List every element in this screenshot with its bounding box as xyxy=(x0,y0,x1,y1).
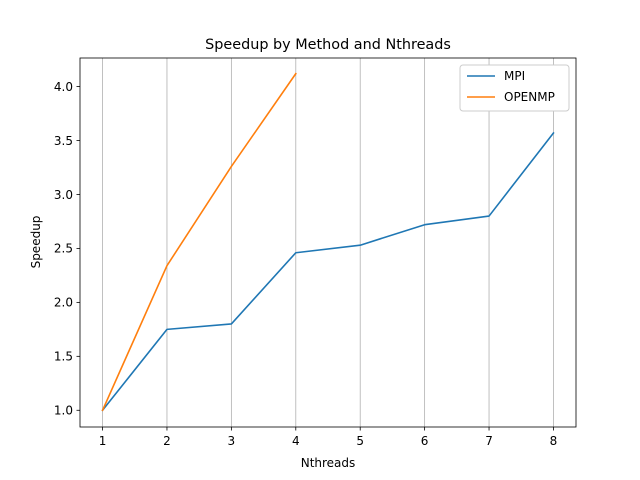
x-tick-label: 5 xyxy=(356,434,364,448)
x-axis-label: Nthreads xyxy=(301,456,356,470)
y-tick-label: 4.0 xyxy=(54,80,73,94)
x-tick-label: 6 xyxy=(421,434,429,448)
y-axis: 1.0 1.5 2.0 2.5 3.0 3.5 4.0 xyxy=(54,80,80,418)
y-tick-label: 2.5 xyxy=(54,242,73,256)
chart-title: Speedup by Method and Nthreads xyxy=(205,37,451,53)
x-axis: 1 2 3 4 5 6 7 8 xyxy=(99,427,558,448)
grid xyxy=(102,58,554,427)
plot-frame xyxy=(79,57,577,428)
x-tick-label: 3 xyxy=(228,434,236,448)
y-tick-label: 3.5 xyxy=(54,134,73,148)
x-tick-label: 4 xyxy=(292,434,300,448)
x-tick-label: 7 xyxy=(485,434,493,448)
y-tick-label: 1.5 xyxy=(54,350,73,364)
legend-label-openmp: OPENMP xyxy=(504,90,555,104)
x-tick-label: 2 xyxy=(163,434,171,448)
series-line-openmp xyxy=(101,72,297,412)
x-tick-label: 1 xyxy=(99,434,107,448)
x-tick-label: 8 xyxy=(550,434,558,448)
y-tick-label: 1.0 xyxy=(54,404,73,418)
series-line-mpi xyxy=(101,131,555,412)
legend-label-mpi: MPI xyxy=(504,69,525,83)
y-tick-label: 3.0 xyxy=(54,188,73,202)
y-axis-label: Speedup xyxy=(29,216,43,269)
series-layer xyxy=(101,72,555,412)
y-tick-label: 2.0 xyxy=(54,296,73,310)
legend: MPI OPENMP xyxy=(459,64,570,112)
